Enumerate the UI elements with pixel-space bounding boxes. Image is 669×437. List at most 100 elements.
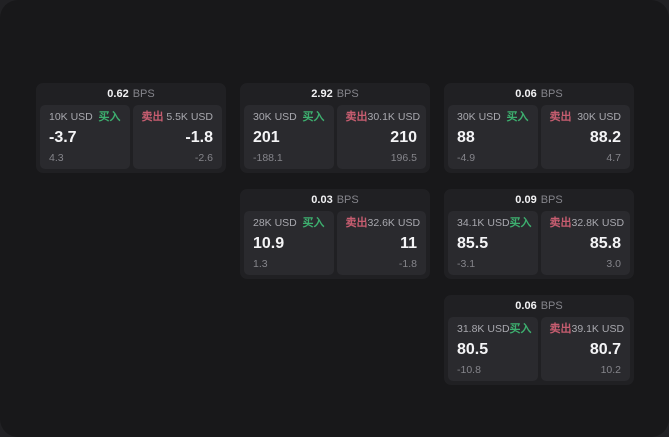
sell-price: 85.8	[589, 235, 621, 253]
card-body: 28K USD 买入 10.9 1.3 卖出 32.6K USD 11 -1.8	[240, 211, 430, 279]
buy-size: 30K USD	[457, 111, 501, 124]
buy-panel-top: 30K USD 买入	[253, 112, 325, 123]
buy-price: 10.9	[253, 235, 285, 253]
sell-side-label: 卖出	[549, 323, 572, 335]
card-header: 0.03 BPS	[240, 189, 430, 211]
sell-panel[interactable]: 卖出 5.5K USD -1.8 -2.6	[132, 105, 222, 169]
buy-price: 80.5	[457, 341, 489, 359]
sell-side-label: 卖出	[549, 111, 572, 123]
sell-delta: -1.8	[398, 257, 417, 270]
buy-side-label: 买入	[509, 217, 532, 229]
sell-panel-top: 卖出 30.1K USD	[345, 111, 421, 123]
sell-side-label: 卖出	[549, 217, 572, 229]
sell-panel-top: 卖出 39.1K USD	[549, 323, 625, 336]
card-header: 0.09 BPS	[444, 189, 634, 211]
sell-price: -1.8	[185, 129, 213, 147]
sell-price: 210	[390, 129, 417, 147]
card-body: 30K USD 买入 201 -188.1 卖出 30.1K USD 210 1…	[240, 105, 430, 173]
sell-delta: 4.7	[606, 151, 621, 164]
buy-size: 31.8K USD	[457, 323, 510, 336]
bps-value: 0.06	[515, 88, 537, 100]
buy-panel[interactable]: 34.1K USD 买入 85.5 -3.1	[448, 211, 538, 275]
buy-price: 201	[253, 129, 280, 147]
card-header: 2.92 BPS	[240, 83, 430, 105]
bps-suffix-label: BPS	[336, 194, 359, 206]
card-body: 34.1K USD 买入 85.5 -3.1 卖出 32.8K USD 85.8…	[444, 211, 634, 279]
buy-panel-top: 34.1K USD 买入	[457, 217, 532, 230]
sell-side-label: 卖出	[141, 111, 164, 123]
buy-price: 88	[457, 129, 475, 147]
buy-size: 30K USD	[253, 111, 297, 124]
card-header: 0.06 BPS	[444, 83, 634, 105]
sell-panel[interactable]: 卖出 32.6K USD 11 -1.8	[336, 211, 426, 275]
sell-price: 88.2	[589, 129, 621, 147]
sell-size: 32.8K USD	[571, 217, 625, 230]
sell-panel-top: 卖出 30K USD	[550, 112, 622, 123]
bps-suffix-label: BPS	[132, 88, 155, 100]
sell-panel-top: 卖出 32.6K USD	[345, 217, 421, 230]
card-body: 10K USD 买入 -3.7 4.3 卖出 5.5K USD -1.8 -2.…	[36, 105, 226, 173]
buy-size: 34.1K USD	[457, 217, 510, 230]
buy-panel-top: 28K USD 买入	[253, 218, 325, 229]
buy-panel[interactable]: 28K USD 买入 10.9 1.3	[244, 211, 334, 275]
buy-panel[interactable]: 31.8K USD 买入 80.5 -10.8	[448, 317, 538, 381]
bps-value: 0.06	[515, 300, 537, 312]
buy-side-label: 买入	[302, 111, 325, 123]
quote-card: 0.62 BPS 10K USD 买入 -3.7 4.3 卖出 5.5K USD…	[36, 83, 226, 173]
sell-size: 39.1K USD	[571, 323, 625, 336]
sell-panel-top: 卖出 32.8K USD	[549, 217, 625, 230]
card-header: 0.62 BPS	[36, 83, 226, 105]
buy-size: 28K USD	[253, 217, 297, 230]
sell-panel[interactable]: 卖出 32.8K USD 85.8 3.0	[540, 211, 630, 275]
bps-suffix-label: BPS	[336, 88, 359, 100]
quote-card: 0.09 BPS 34.1K USD 买入 85.5 -3.1 卖出 32.8K…	[444, 189, 634, 279]
bps-value: 0.03	[311, 194, 333, 206]
bps-value: 0.62	[107, 88, 129, 100]
quote-card: 0.06 BPS 31.8K USD 买入 80.5 -10.8 卖出 39.1…	[444, 295, 634, 385]
bps-value: 0.09	[515, 194, 537, 206]
buy-delta: -3.1	[457, 257, 476, 270]
buy-delta: -4.9	[457, 151, 476, 164]
bps-suffix-label: BPS	[540, 88, 563, 100]
bps-value: 2.92	[311, 88, 333, 100]
buy-panel-top: 31.8K USD 买入	[457, 323, 532, 336]
sell-panel[interactable]: 卖出 30.1K USD 210 196.5	[336, 105, 426, 169]
buy-panel[interactable]: 30K USD 买入 88 -4.9	[448, 105, 538, 169]
sell-side-label: 卖出	[345, 111, 368, 123]
card-body: 30K USD 买入 88 -4.9 卖出 30K USD 88.2 4.7	[444, 105, 634, 173]
buy-price: 85.5	[457, 235, 489, 253]
buy-delta: 1.3	[253, 257, 268, 270]
buy-size: 10K USD	[49, 111, 93, 124]
buy-side-label: 买入	[509, 323, 532, 335]
card-header: 0.06 BPS	[444, 295, 634, 317]
buy-panel[interactable]: 30K USD 买入 201 -188.1	[244, 105, 334, 169]
buy-delta: -188.1	[253, 151, 283, 164]
buy-panel-top: 30K USD 买入	[457, 112, 529, 123]
sell-size: 32.6K USD	[367, 217, 421, 230]
buy-side-label: 买入	[302, 217, 325, 229]
quote-card: 2.92 BPS 30K USD 买入 201 -188.1 卖出 30.1K …	[240, 83, 430, 173]
sell-delta: 10.2	[600, 363, 621, 376]
sell-side-label: 卖出	[345, 217, 368, 229]
sell-size: 5.5K USD	[166, 111, 213, 124]
sell-price: 11	[400, 235, 417, 253]
buy-side-label: 买入	[506, 111, 529, 123]
buy-panel-top: 10K USD 买入	[49, 112, 121, 123]
buy-delta: -10.8	[457, 363, 481, 376]
sell-panel[interactable]: 卖出 39.1K USD 80.7 10.2	[540, 317, 630, 381]
buy-delta: 4.3	[49, 151, 64, 164]
sell-price: 80.7	[589, 341, 621, 359]
sell-size: 30K USD	[577, 111, 621, 124]
bps-suffix-label: BPS	[540, 194, 563, 206]
buy-panel[interactable]: 10K USD 买入 -3.7 4.3	[40, 105, 130, 169]
bps-suffix-label: BPS	[540, 300, 563, 312]
quote-card: 0.03 BPS 28K USD 买入 10.9 1.3 卖出 32.6K US…	[240, 189, 430, 279]
buy-side-label: 买入	[98, 111, 121, 123]
sell-delta: -2.6	[194, 151, 213, 164]
sell-delta: 3.0	[606, 257, 621, 270]
sell-panel[interactable]: 卖出 30K USD 88.2 4.7	[540, 105, 630, 169]
sell-panel-top: 卖出 5.5K USD	[142, 112, 214, 123]
card-body: 31.8K USD 买入 80.5 -10.8 卖出 39.1K USD 80.…	[444, 317, 634, 385]
quote-card: 0.06 BPS 30K USD 买入 88 -4.9 卖出 30K USD 8…	[444, 83, 634, 173]
